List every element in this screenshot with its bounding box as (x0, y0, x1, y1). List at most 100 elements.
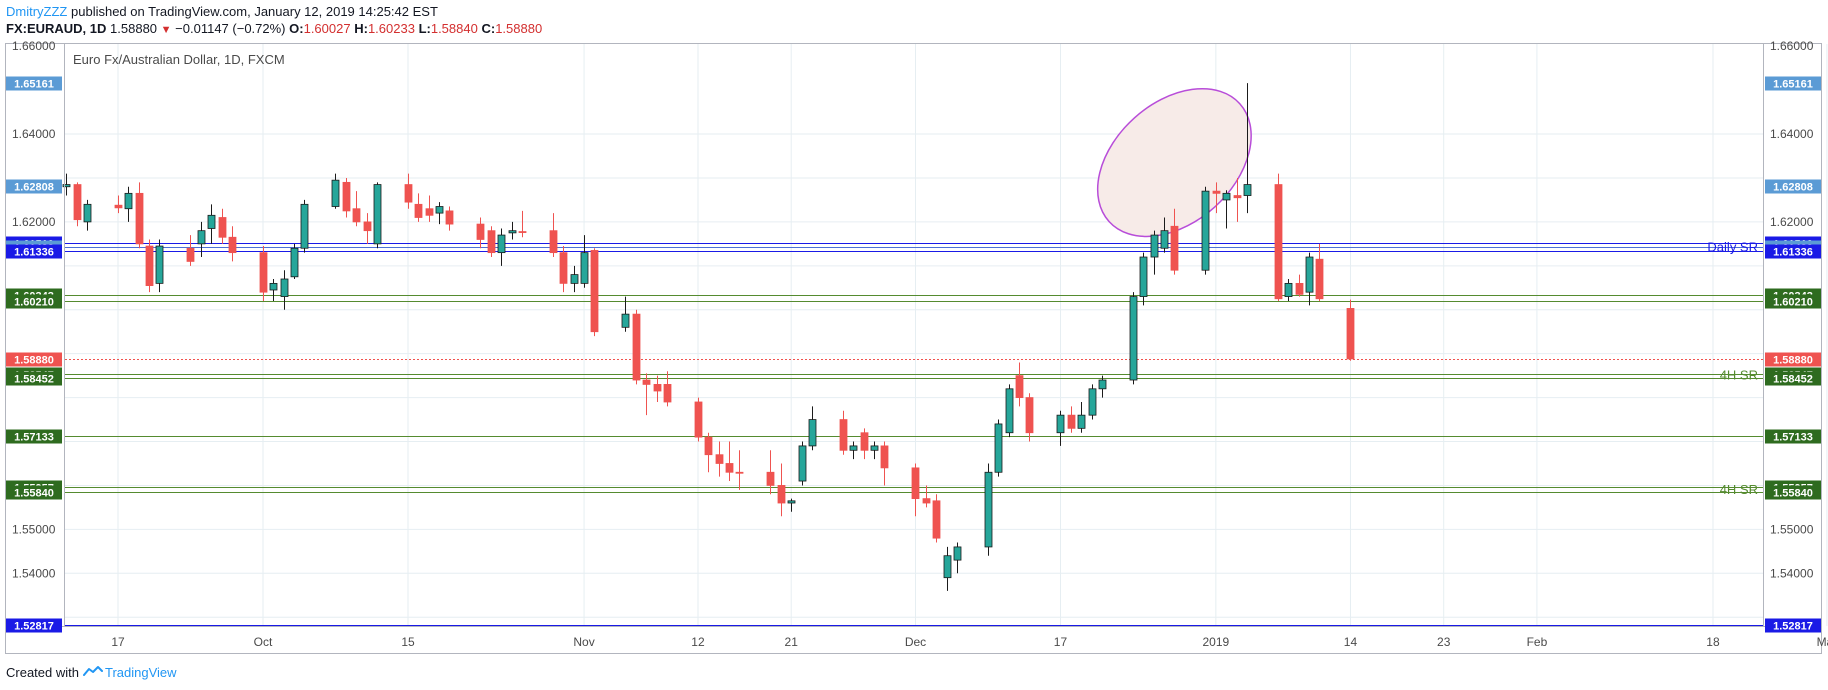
level-badge-left (6, 244, 62, 259)
candle-body (787, 500, 796, 504)
level-badge-right (1765, 618, 1821, 633)
candle-body (342, 181, 351, 212)
candle-body (62, 184, 71, 188)
level-badge-left-text: 1.61336 (14, 247, 54, 259)
candle-body (331, 179, 340, 207)
candle-body (1005, 388, 1014, 434)
candle-body (290, 247, 299, 278)
candle-body (83, 203, 92, 223)
level-badge-left (6, 618, 62, 633)
level-badge-left-text: 1.65161 (14, 79, 54, 91)
low-value: 1.58840 (430, 21, 478, 36)
candle-body (1305, 256, 1314, 293)
x-tick-label: 14 (1344, 635, 1358, 649)
level-badge-left (6, 429, 62, 444)
candle-body (1025, 397, 1034, 434)
x-tick-label: Nov (573, 635, 594, 649)
level-badge-right-text: 1.58452 (1773, 374, 1813, 386)
candle-body (570, 274, 579, 284)
y-tick-label-left: 1.66000 (12, 39, 56, 53)
candle-body (704, 436, 713, 456)
candle-body (880, 445, 889, 469)
level-badge-right-text: 1.57133 (1773, 432, 1813, 444)
candle-body (860, 432, 869, 451)
level-badge-right (1765, 76, 1821, 91)
candle-body (300, 203, 309, 249)
level-badge-left-text: 1.60210 (14, 297, 54, 309)
candle-body (953, 546, 962, 561)
candle-body (124, 192, 133, 210)
sr-annotation: Daily SR (1707, 239, 1758, 254)
x-tick-label: 17 (111, 635, 125, 649)
candle-body (1015, 375, 1024, 398)
candle-body (932, 500, 941, 539)
candle-body (425, 208, 434, 216)
candle-body (849, 445, 858, 451)
y-tick-label-right: 1.55000 (1770, 522, 1814, 536)
y-tick-label-right: 1.62000 (1770, 215, 1814, 229)
candle-body (580, 252, 589, 284)
level-badge-left (6, 485, 62, 500)
level-badge-right (1765, 244, 1821, 259)
level-badge-right-text: 1.60210 (1773, 297, 1813, 309)
candles (62, 83, 1355, 591)
candle-body (218, 217, 227, 238)
candle-body (1056, 414, 1065, 434)
y-tick-label-left: 1.62000 (12, 215, 56, 229)
candle-body (363, 221, 372, 232)
candle-body (798, 445, 807, 482)
candle-body (1222, 192, 1231, 201)
candle-body (1150, 234, 1159, 258)
low-label: L: (418, 21, 431, 36)
level-badge-right (1765, 294, 1821, 309)
level-badge-left (6, 371, 62, 386)
sr-annotation: 4H SR (1720, 482, 1758, 497)
candle-body (766, 471, 775, 486)
author-link[interactable]: DmitryZZZ (6, 4, 68, 19)
highlight-ellipse (1096, 87, 1252, 238)
candle-body (994, 423, 1003, 473)
level-badge-left-text: 1.58880 (14, 355, 54, 367)
candle-body (518, 231, 527, 233)
candle-body (943, 555, 952, 579)
candle-body (1139, 256, 1148, 297)
level-badge-right-text: 1.55840 (1773, 488, 1813, 500)
header-line-2: FX:EURAUD, 1D 1.58880 ▼ −0.01147 (−0.72%… (6, 21, 542, 38)
candle-body (1233, 195, 1242, 199)
candle-body (186, 247, 195, 262)
price-badges: 1.651611.651611.628081.628081.615101.615… (6, 76, 1821, 633)
candle-body (1129, 296, 1138, 381)
level-badge-right-text: 1.52817 (1773, 621, 1813, 633)
header-line-1: DmitryZZZ published on TradingView.com, … (6, 4, 438, 20)
candle-body (1098, 379, 1107, 390)
candle-body (1346, 308, 1355, 360)
candle-body (145, 245, 154, 286)
level-badge-left (6, 352, 62, 367)
candle-body (1170, 225, 1179, 271)
tradingview-brand[interactable]: TradingView (104, 665, 177, 680)
candle-body (114, 204, 123, 209)
candle-body (984, 471, 993, 548)
y-tick-label-left: 1.64000 (12, 127, 56, 141)
level-badge-right-text: 1.65161 (1773, 79, 1813, 91)
candle-body (725, 463, 734, 473)
level-badge-left (6, 76, 62, 91)
x-tick-label: Mar (1817, 635, 1828, 649)
grid (65, 44, 1828, 626)
level-badge-right (1765, 179, 1821, 194)
candle-body (414, 203, 423, 218)
level-badge-right (1765, 429, 1821, 444)
candle-body (1315, 258, 1324, 300)
candle-body (1088, 388, 1097, 416)
tradingview-logo-icon[interactable] (82, 665, 103, 681)
candle-body (922, 498, 931, 504)
y-tick-label-right: 1.66000 (1770, 39, 1814, 53)
candle-body (1201, 190, 1210, 271)
open-value: 1.60027 (303, 21, 351, 36)
candle-body (135, 192, 144, 245)
high-label: H: (354, 21, 368, 36)
level-badge-right (1765, 352, 1821, 367)
level-lines (65, 243, 1763, 626)
level-badge-right (1765, 371, 1821, 386)
